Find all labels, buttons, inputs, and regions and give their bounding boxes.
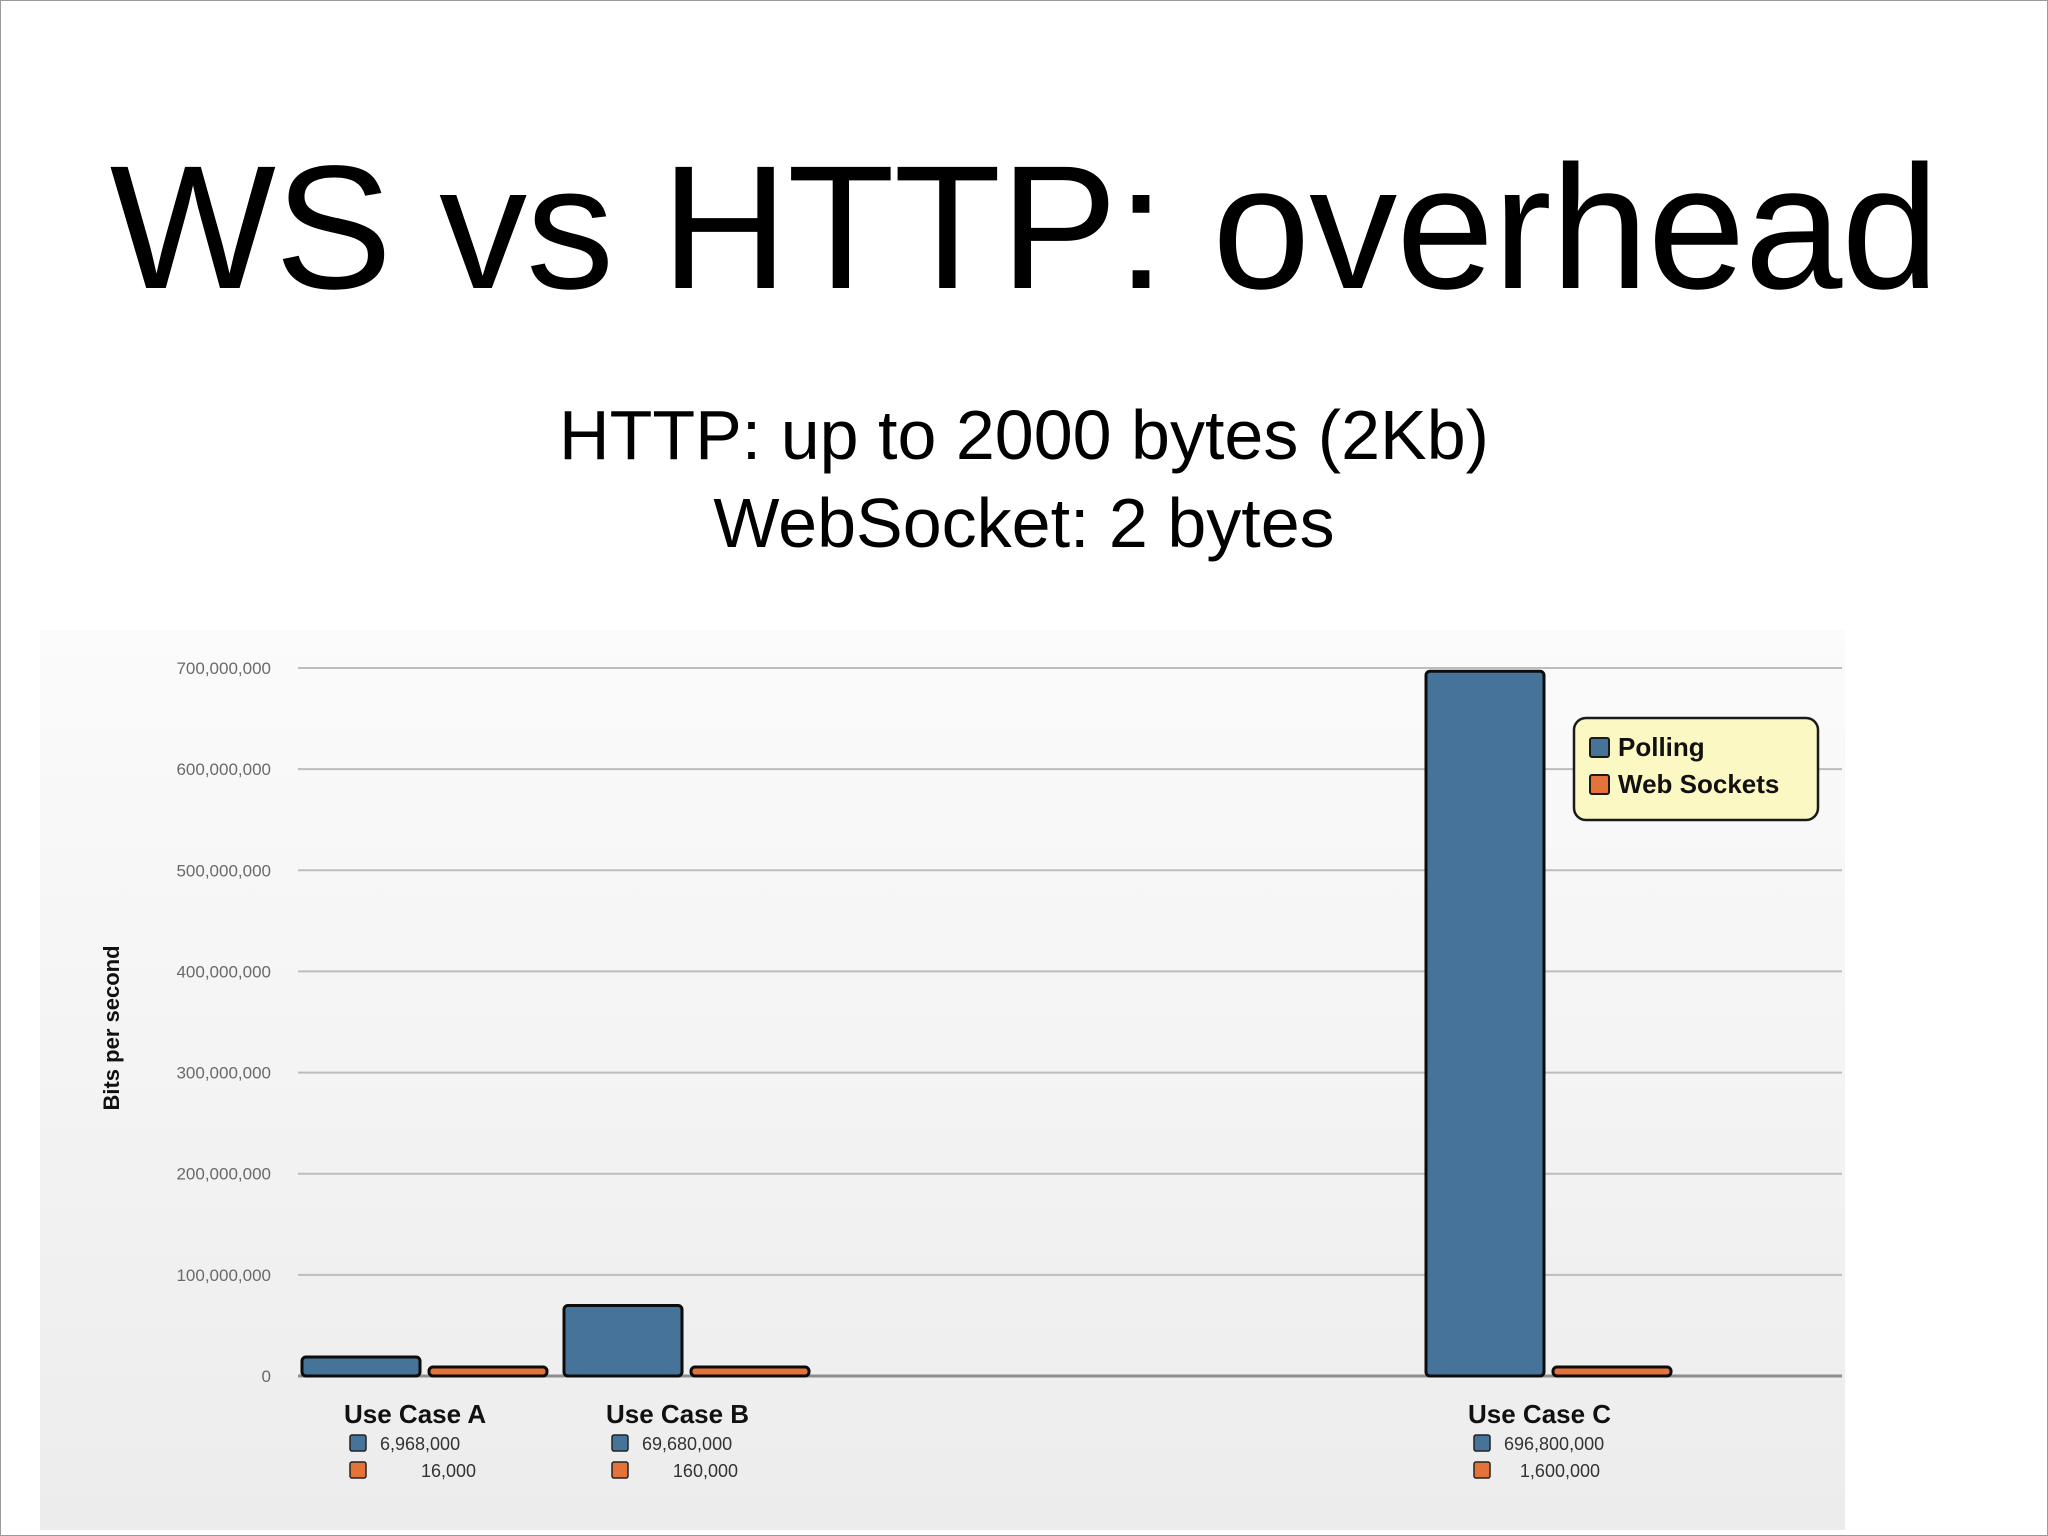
- y-tick-label: 200,000,000: [176, 1165, 271, 1184]
- y-axis-label: Bits per second: [99, 945, 124, 1110]
- bar-polling: [300, 1355, 422, 1378]
- x-category-label: Use Case B: [606, 1399, 749, 1429]
- bar-polling: [1424, 669, 1546, 1378]
- x-category-label: Use Case C: [1468, 1399, 1611, 1429]
- y-tick-label: 0: [262, 1367, 271, 1386]
- y-tick-label: 700,000,000: [176, 659, 271, 678]
- bar-web-sockets: [427, 1365, 549, 1378]
- x-category-label: Use Case A: [344, 1399, 486, 1429]
- legend-swatch: [1473, 1434, 1491, 1452]
- bar-web-sockets: [1551, 1365, 1673, 1378]
- y-tick-label: 300,000,000: [176, 1064, 271, 1083]
- legend-swatch: [1589, 774, 1610, 795]
- legend-swatch: [611, 1434, 629, 1452]
- slide-title: WS vs HTTP: overhead: [109, 130, 1940, 326]
- y-tick-label: 500,000,000: [176, 861, 271, 880]
- legend-swatch: [1473, 1461, 1491, 1479]
- legend-label: Polling: [1618, 732, 1705, 762]
- legend-swatch: [349, 1461, 367, 1479]
- data-value-label: 6,968,000: [380, 1434, 460, 1454]
- chart-legend: Polling Web Sockets: [1572, 716, 1820, 822]
- data-value-label: 1,600,000: [1520, 1461, 1600, 1481]
- legend-swatch: [611, 1461, 629, 1479]
- bar-web-sockets: [689, 1365, 811, 1378]
- bar-polling: [562, 1304, 684, 1378]
- y-tick-label: 100,000,000: [176, 1266, 271, 1285]
- legend-box: [1572, 716, 1820, 822]
- data-value-label: 16,000: [421, 1461, 476, 1481]
- legend-swatch: [1589, 737, 1610, 758]
- data-value-label: 69,680,000: [642, 1434, 732, 1454]
- y-tick-label: 400,000,000: [176, 962, 271, 981]
- data-value-label: 696,800,000: [1504, 1434, 1604, 1454]
- legend-label: Web Sockets: [1618, 769, 1779, 799]
- legend-swatch: [349, 1434, 367, 1452]
- subtitle-http: HTTP: up to 2000 bytes (2Kb): [559, 396, 1489, 474]
- y-tick-label: 600,000,000: [176, 760, 271, 779]
- data-value-label: 160,000: [673, 1461, 738, 1481]
- subtitle-websocket: WebSocket: 2 bytes: [713, 484, 1335, 562]
